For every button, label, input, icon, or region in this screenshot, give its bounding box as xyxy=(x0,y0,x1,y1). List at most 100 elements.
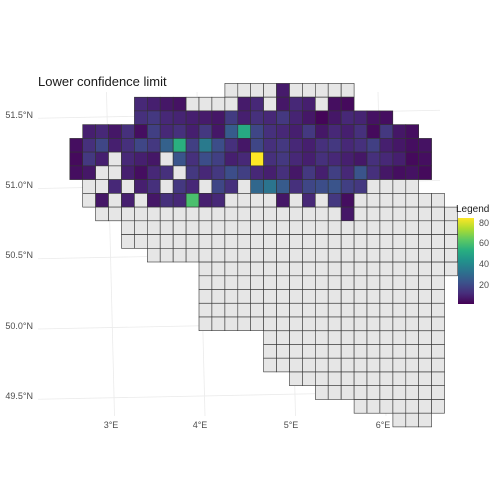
map-cell-na xyxy=(302,220,316,235)
map-cell xyxy=(224,165,239,180)
map-cell-na xyxy=(263,234,277,249)
lon-tick-label: 5°E xyxy=(284,420,299,430)
map-cell-na xyxy=(392,330,407,345)
map-cell-na xyxy=(289,302,303,318)
map-cell-na xyxy=(314,206,329,222)
map-cell-na xyxy=(302,275,316,290)
lon-tick-label: 3°E xyxy=(104,420,119,430)
map-cell-na xyxy=(263,275,277,290)
map-cell-na xyxy=(250,234,264,249)
map-cell-na xyxy=(431,371,445,386)
map-cell xyxy=(250,165,264,180)
map-cell-na xyxy=(379,330,394,345)
map-cell xyxy=(379,138,394,153)
map-cell-na xyxy=(237,234,252,249)
map-cell-na xyxy=(263,83,277,98)
map-cell-na xyxy=(327,344,342,359)
map-cell-na xyxy=(431,261,445,277)
map-cell-na xyxy=(392,193,407,208)
map-cell xyxy=(302,151,316,167)
map-cell-na xyxy=(159,206,174,222)
map-cell-na xyxy=(224,96,239,112)
map-cell xyxy=(379,110,394,125)
map-cell-na xyxy=(121,179,135,194)
map-cell xyxy=(237,138,252,153)
lon-tick-label: 6°E xyxy=(376,420,391,430)
map-cell-na xyxy=(108,206,122,222)
map-cell xyxy=(185,124,200,139)
map-cell xyxy=(211,124,226,139)
map-cell-na xyxy=(366,220,381,235)
map-cell-na xyxy=(302,302,316,318)
map-cell-na xyxy=(431,206,445,222)
map-cell-na xyxy=(418,289,432,304)
map-cell-na xyxy=(366,357,381,373)
map-cell-na xyxy=(314,289,329,304)
map-cell-na xyxy=(314,96,329,112)
map-cell-na xyxy=(314,330,329,345)
latitude-tick-labels: 51.5°N 51.0°N 50.5°N 50.0°N 49.5°N xyxy=(5,110,33,401)
map-cell-na xyxy=(211,302,226,318)
map-cell xyxy=(250,179,264,194)
legend: Legend 80 60 40 20 xyxy=(456,204,489,304)
map-cell-na xyxy=(418,206,432,222)
map-cell xyxy=(224,179,239,194)
map-cell-na xyxy=(353,248,368,263)
map-cell xyxy=(121,165,135,180)
map-cell-na xyxy=(340,344,355,359)
map-cell xyxy=(276,110,290,125)
map-cell-na xyxy=(302,371,316,386)
map-cell-na xyxy=(198,302,213,318)
map-cell-na xyxy=(108,165,122,180)
map-cell-na xyxy=(379,234,394,249)
map-cell-na xyxy=(224,316,239,331)
map-cell xyxy=(237,151,252,167)
map-cell xyxy=(379,165,394,180)
map-cell-na xyxy=(289,289,303,304)
map-cell-na xyxy=(250,316,264,331)
map-cell xyxy=(263,110,277,125)
map-cell xyxy=(95,193,109,208)
map-cell-na xyxy=(366,206,381,222)
map-cell-na xyxy=(353,206,368,222)
map-cell-na xyxy=(353,193,368,208)
map-cell xyxy=(147,138,161,153)
map-cell-na xyxy=(353,316,368,331)
map-cell xyxy=(95,151,109,167)
map-cell xyxy=(147,124,161,139)
map-cell xyxy=(134,138,148,153)
map-cell-na xyxy=(185,248,200,263)
map-cell-na xyxy=(366,193,381,208)
map-cell-na xyxy=(340,316,355,331)
map-cell xyxy=(159,193,174,208)
map-cell-na xyxy=(224,302,239,318)
map-cell-na xyxy=(327,289,342,304)
map-cell-na xyxy=(405,261,419,277)
map-cells xyxy=(69,83,471,428)
map-cell xyxy=(69,151,84,167)
map-cell xyxy=(263,179,277,194)
map-cell-na xyxy=(302,316,316,331)
map-cell-na xyxy=(147,234,161,249)
map-cell xyxy=(134,96,148,112)
map-cell xyxy=(340,96,355,112)
map-cell xyxy=(379,124,394,139)
map-cell-na xyxy=(134,234,148,249)
map-cell-na xyxy=(340,83,355,98)
map-cell-na xyxy=(314,261,329,277)
map-cell xyxy=(392,151,407,167)
map-cell-na xyxy=(211,275,226,290)
map-cell-na xyxy=(444,248,458,263)
map-cell-na xyxy=(224,193,239,208)
map-cell xyxy=(263,124,277,139)
map-cell xyxy=(250,96,264,112)
map-cell xyxy=(134,165,148,180)
map-cell-na xyxy=(237,220,252,235)
map-cell xyxy=(327,193,342,208)
map-cell-na xyxy=(185,206,200,222)
map-cell-na xyxy=(198,234,213,249)
map-cell-na xyxy=(418,371,432,386)
map-cell-na xyxy=(289,83,303,98)
map-cell xyxy=(302,165,316,180)
map-cell-na xyxy=(289,357,303,373)
